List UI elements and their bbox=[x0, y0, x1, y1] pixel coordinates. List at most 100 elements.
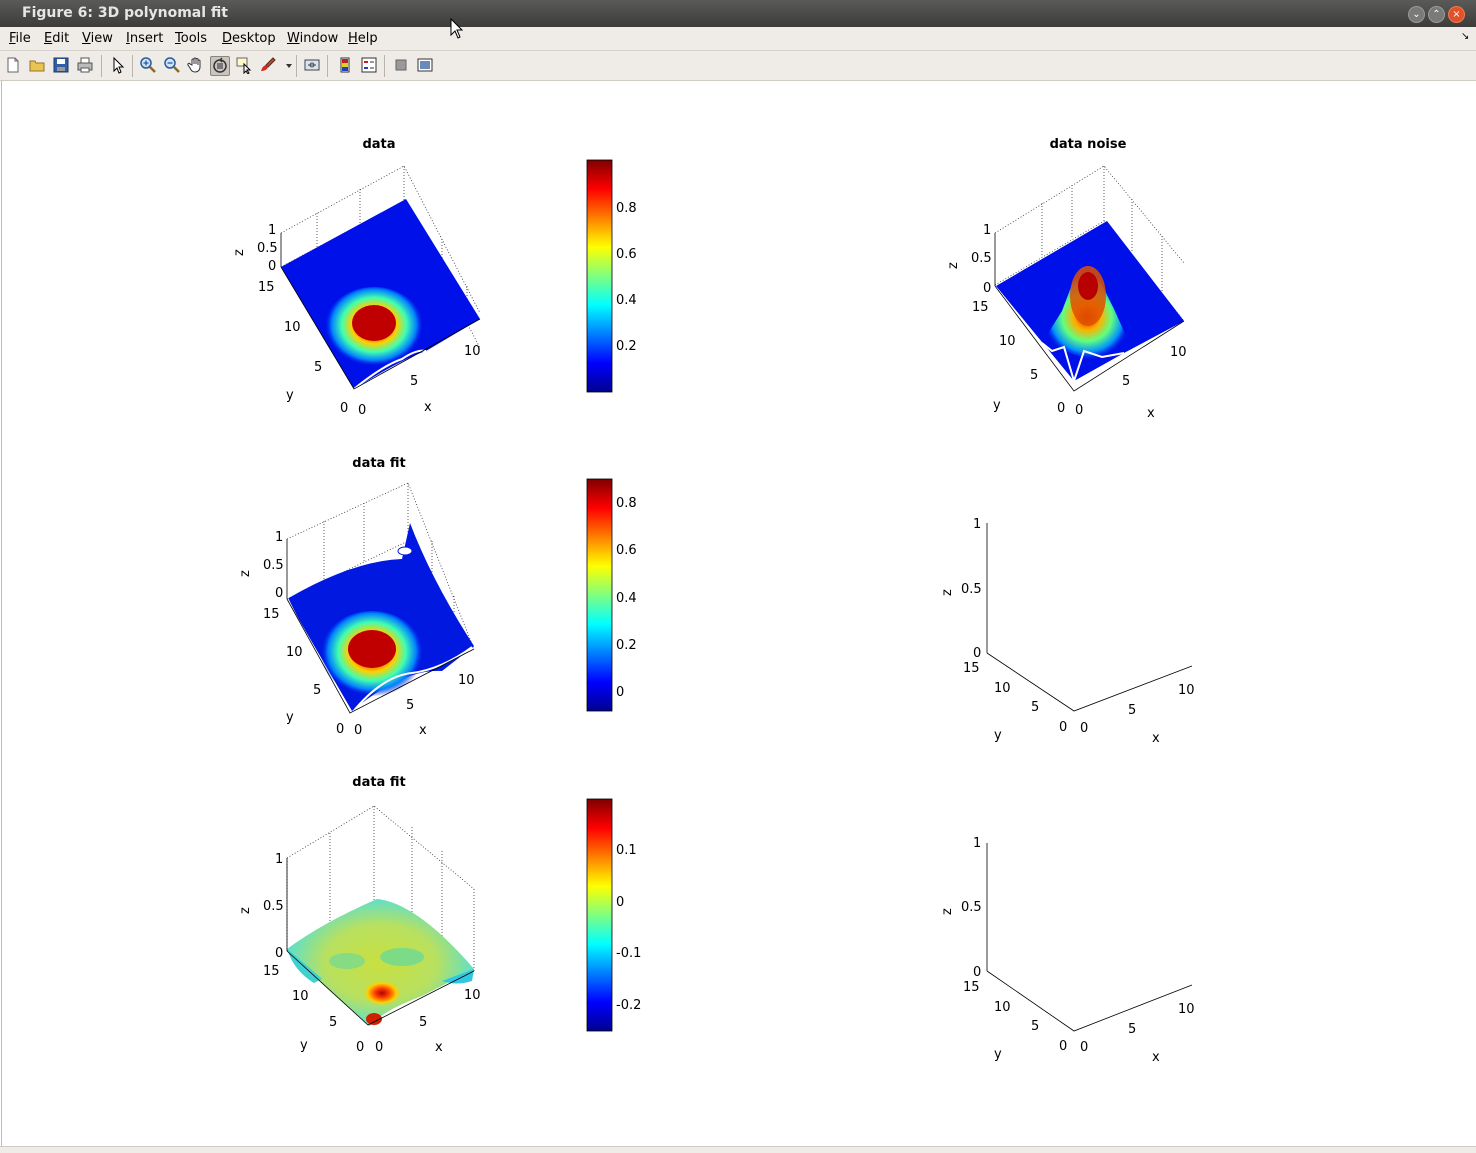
window-titlebar: Figure 6: 3D polynomal fit ⌄ ⌃ × bbox=[0, 0, 1476, 27]
svg-text:0: 0 bbox=[1075, 403, 1083, 418]
minimize-icon[interactable]: ⌄ bbox=[1408, 6, 1425, 23]
svg-text:0: 0 bbox=[1059, 720, 1067, 735]
svg-text:x: x bbox=[1147, 406, 1155, 421]
subplot-title-data-noise: data noise bbox=[1050, 137, 1127, 152]
svg-text:0.5: 0.5 bbox=[961, 582, 982, 597]
svg-text:10: 10 bbox=[1178, 1002, 1195, 1017]
subplot-title-data: data bbox=[362, 137, 395, 152]
maximize-icon[interactable]: ⌃ bbox=[1428, 6, 1445, 23]
svg-text:0.4: 0.4 bbox=[616, 591, 637, 606]
svg-text:10: 10 bbox=[994, 1000, 1011, 1015]
svg-text:1: 1 bbox=[973, 517, 981, 532]
svg-text:0: 0 bbox=[375, 1040, 383, 1055]
svg-text:0: 0 bbox=[340, 401, 348, 416]
svg-text:5: 5 bbox=[1031, 1019, 1039, 1034]
brush-dropdown-icon[interactable] bbox=[280, 56, 292, 74]
svg-text:1: 1 bbox=[983, 223, 991, 238]
svg-text:0: 0 bbox=[358, 403, 366, 418]
svg-text:x: x bbox=[435, 1040, 443, 1055]
svg-text:0: 0 bbox=[973, 646, 981, 661]
svg-text:5: 5 bbox=[313, 683, 321, 698]
menu-view[interactable]: View bbox=[82, 31, 113, 46]
menu-file[interactable]: File bbox=[9, 31, 31, 46]
menu-dock-arrow-icon[interactable]: ↘ bbox=[1461, 31, 1470, 42]
hide-plot-tools-icon[interactable] bbox=[392, 56, 410, 74]
print-icon[interactable] bbox=[76, 56, 94, 74]
svg-text:5: 5 bbox=[419, 1015, 427, 1030]
svg-text:15: 15 bbox=[963, 661, 980, 676]
svg-text:10: 10 bbox=[1178, 683, 1195, 698]
surface-data-fit-residual bbox=[287, 899, 474, 1026]
menu-help[interactable]: Help bbox=[348, 31, 378, 46]
svg-text:0: 0 bbox=[275, 586, 283, 601]
menu-insert[interactable]: Insert bbox=[126, 31, 164, 46]
svg-text:5: 5 bbox=[406, 698, 414, 713]
svg-text:10: 10 bbox=[286, 645, 303, 660]
svg-text:0: 0 bbox=[616, 685, 624, 700]
svg-text:10: 10 bbox=[464, 344, 481, 359]
svg-text:15: 15 bbox=[963, 980, 980, 995]
svg-text:0.5: 0.5 bbox=[961, 900, 982, 915]
rotate-3d-icon[interactable] bbox=[210, 56, 230, 76]
svg-text:y: y bbox=[994, 1047, 1002, 1062]
svg-text:0.8: 0.8 bbox=[616, 201, 637, 216]
svg-text:x: x bbox=[424, 400, 432, 415]
svg-text:0.6: 0.6 bbox=[616, 543, 637, 558]
svg-text:0: 0 bbox=[1080, 721, 1088, 736]
edit-plot-arrow-icon[interactable] bbox=[109, 56, 127, 74]
svg-text:0: 0 bbox=[275, 946, 283, 961]
save-icon[interactable] bbox=[52, 56, 70, 74]
svg-text:5: 5 bbox=[1122, 374, 1130, 389]
zoom-in-icon[interactable] bbox=[139, 56, 157, 74]
svg-text:z: z bbox=[940, 589, 955, 596]
svg-text:0.6: 0.6 bbox=[616, 247, 637, 262]
show-plot-tools-icon[interactable] bbox=[416, 56, 434, 74]
open-file-icon[interactable] bbox=[28, 56, 46, 74]
svg-text:z: z bbox=[232, 249, 247, 256]
close-icon[interactable]: × bbox=[1448, 6, 1465, 23]
svg-text:y: y bbox=[300, 1038, 308, 1053]
colorbar-data bbox=[586, 159, 613, 393]
svg-text:0.2: 0.2 bbox=[616, 638, 637, 653]
colorbar-data-fit bbox=[586, 478, 613, 712]
data-cursor-icon[interactable] bbox=[235, 56, 253, 74]
insert-colorbar-icon[interactable] bbox=[336, 56, 354, 74]
svg-text:z: z bbox=[238, 907, 253, 914]
svg-text:x: x bbox=[1152, 1050, 1160, 1065]
svg-text:y: y bbox=[994, 728, 1002, 743]
mouse-cursor-icon bbox=[450, 18, 464, 39]
svg-text:1: 1 bbox=[973, 836, 981, 851]
svg-text:5: 5 bbox=[410, 374, 418, 389]
svg-text:y: y bbox=[286, 710, 294, 725]
svg-text:5: 5 bbox=[1030, 368, 1038, 383]
svg-text:0: 0 bbox=[354, 723, 362, 738]
svg-text:0: 0 bbox=[1059, 1039, 1067, 1054]
menu-tools[interactable]: Tools bbox=[175, 31, 208, 46]
link-plot-icon[interactable] bbox=[303, 56, 321, 74]
new-figure-icon[interactable] bbox=[4, 56, 22, 74]
insert-legend-icon[interactable] bbox=[360, 56, 378, 74]
svg-text:1: 1 bbox=[268, 223, 276, 238]
svg-text:10: 10 bbox=[464, 988, 481, 1003]
menu-window[interactable]: Window bbox=[287, 31, 339, 46]
svg-text:0: 0 bbox=[983, 281, 991, 296]
brush-icon[interactable] bbox=[259, 56, 277, 74]
menu-bar: File Edit View Insert Tools Desktop Wind… bbox=[0, 27, 1476, 51]
svg-text:0.8: 0.8 bbox=[616, 496, 637, 511]
figure-toolbar bbox=[0, 51, 1476, 81]
svg-text:5: 5 bbox=[329, 1015, 337, 1030]
svg-text:x: x bbox=[1152, 731, 1160, 746]
svg-text:5: 5 bbox=[1128, 703, 1136, 718]
svg-text:10: 10 bbox=[292, 989, 309, 1004]
pan-hand-icon[interactable] bbox=[187, 56, 205, 74]
status-bar bbox=[0, 1146, 1476, 1153]
svg-text:5: 5 bbox=[1031, 700, 1039, 715]
zoom-out-icon[interactable] bbox=[163, 56, 181, 74]
svg-text:z: z bbox=[946, 262, 961, 269]
svg-text:0.5: 0.5 bbox=[263, 899, 284, 914]
subplot-title-data-fit-residual: data fit bbox=[352, 775, 405, 790]
svg-text:10: 10 bbox=[999, 334, 1016, 349]
menu-edit[interactable]: Edit bbox=[44, 31, 70, 46]
menu-desktop[interactable]: Desktop bbox=[222, 31, 276, 46]
